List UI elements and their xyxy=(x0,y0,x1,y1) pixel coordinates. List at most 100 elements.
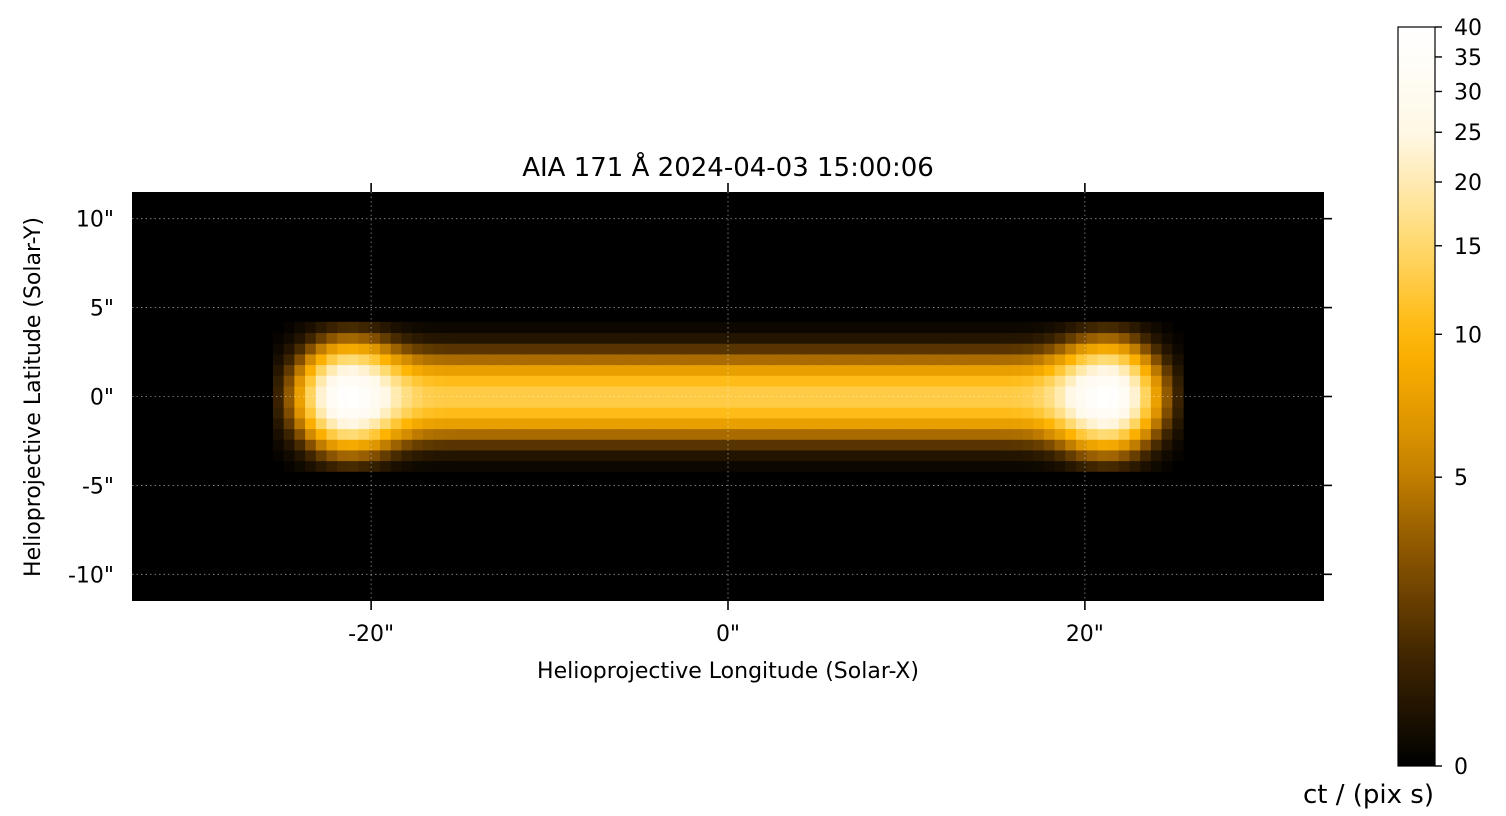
image-pixel xyxy=(958,364,970,376)
image-pixel xyxy=(1054,417,1066,430)
image-pixel xyxy=(347,428,360,440)
image-pixel xyxy=(893,364,906,376)
image-pixel xyxy=(283,364,295,376)
image-pixel xyxy=(508,428,520,440)
image-pixel xyxy=(1118,375,1131,387)
image-pixel xyxy=(465,375,477,387)
image-pixel xyxy=(690,417,702,430)
image-pixel xyxy=(990,460,1002,472)
image-pixel xyxy=(968,385,981,398)
image-pixel xyxy=(765,343,777,355)
image-pixel xyxy=(711,385,724,398)
image-pixel xyxy=(497,332,510,344)
image-pixel xyxy=(272,439,285,451)
image-pixel xyxy=(337,364,349,376)
image-pixel xyxy=(819,343,831,355)
image-pixel xyxy=(904,332,916,344)
image-pixel xyxy=(754,332,767,344)
image-pixel xyxy=(797,449,809,462)
image-pixel xyxy=(926,364,938,376)
image-pixel xyxy=(369,364,381,376)
image-pixel xyxy=(380,343,392,355)
grid xyxy=(132,192,1324,601)
image-pixel xyxy=(540,439,552,451)
image-pixel xyxy=(861,375,874,387)
image-pixel xyxy=(669,321,681,334)
image-pixel xyxy=(893,407,906,419)
image-pixel xyxy=(744,364,756,376)
image-pixel xyxy=(519,407,531,419)
image-pixel xyxy=(904,396,916,408)
image-pixel xyxy=(422,364,435,376)
x-axis-label: Helioprojective Longitude (Solar-X) xyxy=(537,659,919,684)
image-pixel xyxy=(947,375,959,387)
image-pixel xyxy=(829,332,842,344)
image-pixel xyxy=(604,449,617,462)
image-pixel xyxy=(1172,407,1184,419)
image-pixel xyxy=(990,321,1002,334)
image-pixel xyxy=(583,449,595,462)
image-pixel xyxy=(636,449,649,462)
image-pixel xyxy=(711,375,724,387)
image-pixel xyxy=(519,353,531,366)
image-pixel xyxy=(1022,396,1034,408)
image-pixel xyxy=(765,460,777,472)
image-pixel xyxy=(615,343,627,355)
image-pixel xyxy=(594,343,606,355)
image-pixel xyxy=(1001,353,1013,366)
image-pixel xyxy=(829,353,842,366)
image-pixel xyxy=(1022,375,1034,387)
image-pixel xyxy=(497,417,510,430)
image-pixel xyxy=(1033,343,1045,355)
image-pixel xyxy=(1054,375,1066,387)
image-pixel xyxy=(1161,460,1173,472)
image-pixel xyxy=(583,417,595,430)
image-pixel xyxy=(744,460,756,472)
image-pixel xyxy=(647,449,660,462)
image-pixel xyxy=(1086,321,1098,334)
image-pixel xyxy=(1172,364,1184,376)
image-pixel xyxy=(893,385,906,398)
image-pixel xyxy=(669,364,681,376)
image-pixel xyxy=(444,385,456,398)
image-pixel xyxy=(412,343,424,355)
image-pixel xyxy=(1043,407,1056,419)
image-pixel xyxy=(358,343,370,355)
image-pixel xyxy=(1129,417,1141,430)
image-pixel xyxy=(893,353,906,366)
image-pixel xyxy=(808,417,820,430)
image-pixel xyxy=(337,321,349,334)
image-pixel xyxy=(326,428,338,440)
image-pixel xyxy=(776,364,788,376)
image-pixel xyxy=(551,417,563,430)
image-pixel xyxy=(744,396,756,408)
image-pixel xyxy=(444,428,456,440)
image-pixel xyxy=(829,343,842,355)
image-pixel xyxy=(851,385,863,398)
image-pixel xyxy=(422,417,435,430)
image-pixel xyxy=(883,385,895,398)
image-pixel xyxy=(529,460,542,472)
image-pixel xyxy=(968,417,981,430)
image-pixel xyxy=(744,428,756,440)
image-pixel xyxy=(1086,353,1098,366)
image-pixel xyxy=(1075,396,1088,408)
image-pixel xyxy=(444,321,456,334)
image-pixel xyxy=(390,449,403,462)
image-pixel xyxy=(926,439,938,451)
image-pixel xyxy=(422,396,435,408)
image-pixel xyxy=(872,321,884,334)
image-pixel xyxy=(369,417,381,430)
image-pixel xyxy=(401,385,413,398)
image-pixel xyxy=(711,407,724,419)
image-pixel xyxy=(1001,417,1013,430)
image-pixel xyxy=(337,417,349,430)
image-pixel xyxy=(701,417,713,430)
image-pixel xyxy=(1118,332,1131,344)
image-pixel xyxy=(947,407,959,419)
image-pixel xyxy=(851,407,863,419)
image-pixel xyxy=(1022,417,1034,430)
image-pixel xyxy=(819,332,831,344)
image-pixel xyxy=(915,439,927,451)
image-pixel xyxy=(936,439,949,451)
